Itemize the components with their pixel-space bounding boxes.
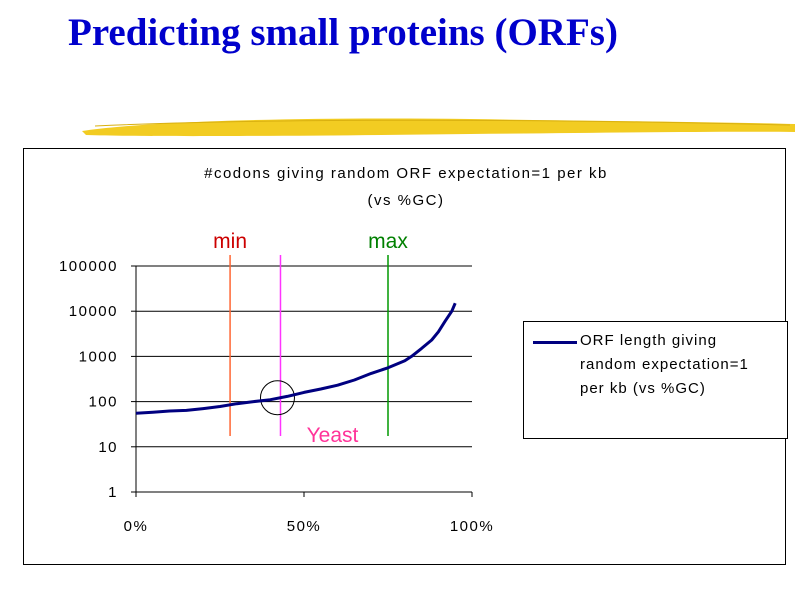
line-chart: #codons giving random ORF expectation=1 … [59,165,608,535]
y-tick-label-1: 1 [108,484,118,501]
min-marker-label: min [213,230,247,253]
legend-swatch [533,341,577,344]
x-tick-label-50%: 50% [287,518,322,535]
gridlines [136,265,472,448]
slide-title: Predicting small proteins (ORFs) [68,11,618,54]
yeast-marker-label: Yeast [307,424,359,447]
series-line-orf-length [135,302,457,415]
chart-title: #codons giving random ORF expectation=1 … [204,165,608,182]
chart-subtitle: (vs %GC) [368,192,445,209]
y-tick-label-100000: 100000 [59,258,118,275]
legend-label: ORF length giving random expectation=1 p… [580,332,749,397]
y-tick-label-10: 10 [98,439,118,456]
y-tick-label-1000: 1000 [79,348,118,365]
series-layer [135,302,457,415]
x-tick-label-0%: 0% [124,518,149,535]
axes: 1 10 100 1000 10000 100000 0% 50% 100% [59,258,494,535]
legend: ORF length giving random expectation=1 p… [523,321,788,439]
y-tick-label-100: 100 [88,394,118,411]
yeast-highlight-circle [259,380,295,416]
brush-stroke-streak [94,119,791,127]
x-tick-label-100%: 100% [450,518,494,535]
max-marker-label: max [368,230,408,253]
y-tick-label-10000: 10000 [69,303,118,320]
annotation-layer: min Yeast max [213,230,408,447]
decorative-brush-stroke [82,118,795,137]
chart-frame: #codons giving random ORF expectation=1 … [23,148,788,565]
brush-stroke-shape [82,118,795,137]
